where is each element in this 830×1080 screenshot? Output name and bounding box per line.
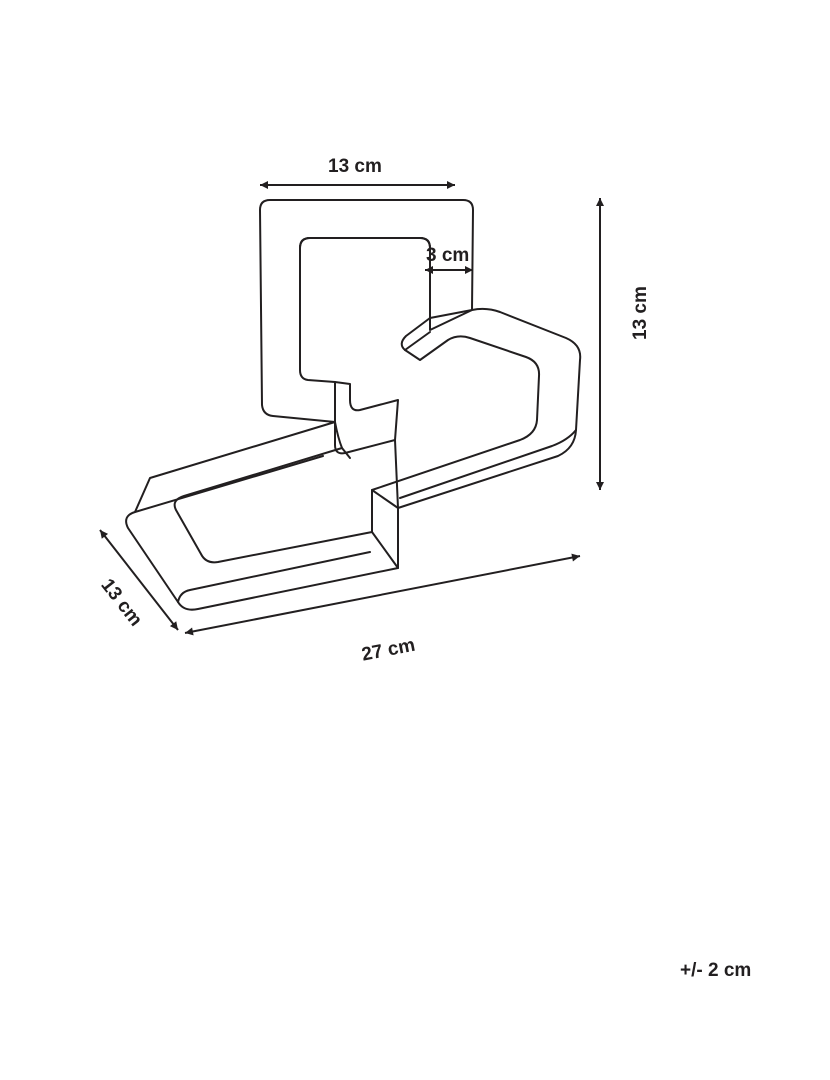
dimension-diagram: 13 cm 3 cm 13 cm 13 cm 27 cm +/- 2 cm [0,0,830,1080]
dim-top-width: 13 cm [328,156,382,178]
product-outline [126,200,580,610]
dim-thickness: 3 cm [426,245,469,267]
diagram-svg [0,0,830,1080]
dim-right-height: 13 cm [630,286,652,340]
dimension-arrows [100,185,600,633]
tolerance-note: +/- 2 cm [680,960,751,982]
